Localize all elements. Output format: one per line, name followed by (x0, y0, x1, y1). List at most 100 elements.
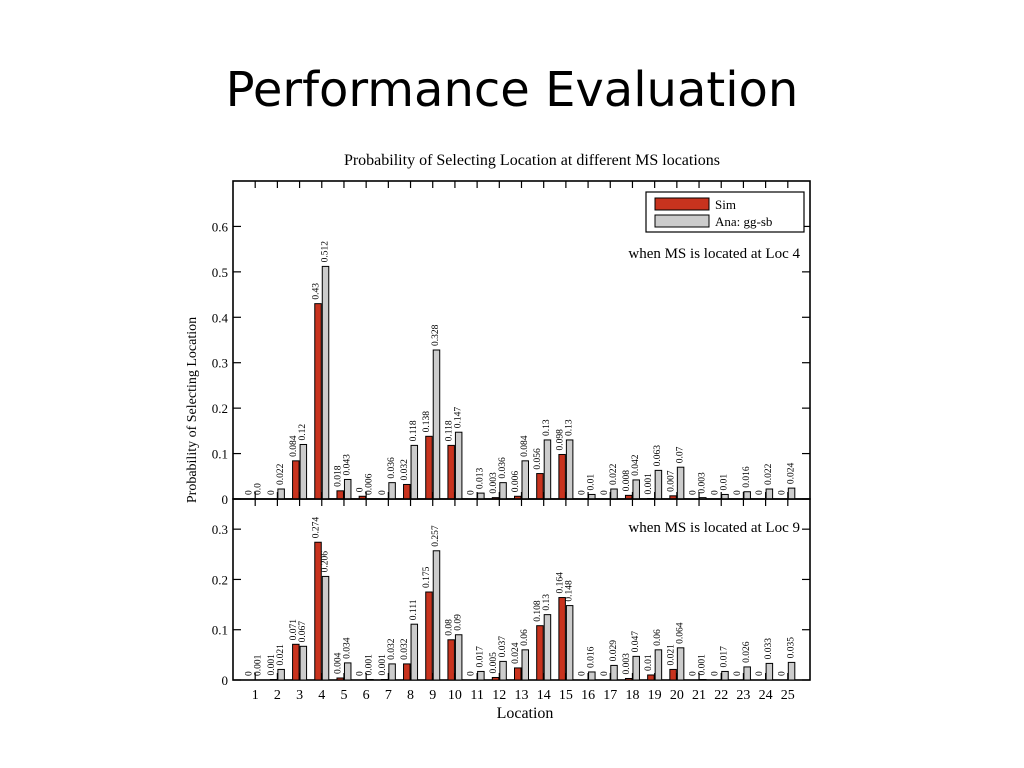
bar-ana (610, 488, 618, 500)
data-label-sim: 0.274 (311, 517, 321, 539)
y-axis-label: Probability of Selecting Location (185, 317, 200, 503)
data-label-sim: 0 (711, 490, 721, 495)
data-label-sim: 0.084 (289, 435, 299, 457)
bar-ana (499, 660, 507, 681)
y-tick-label: 0.6 (212, 219, 229, 234)
data-label-ana: 0.01 (720, 474, 730, 491)
bar-ana (721, 670, 729, 681)
bar-ana (743, 666, 751, 681)
data-label-sim: 0.071 (289, 619, 299, 641)
data-label-ana: 0.063 (653, 445, 663, 467)
data-label-sim: 0.008 (622, 470, 632, 492)
data-label-ana: 0.06 (653, 629, 663, 646)
data-label-sim: 0.175 (422, 566, 432, 588)
bar-sim (536, 625, 544, 681)
data-label-sim: 0.006 (511, 471, 521, 493)
data-label-ana: 0.328 (431, 324, 441, 346)
bar-ana (543, 614, 552, 681)
data-label-ana: 0.13 (542, 419, 552, 436)
data-label-sim: 0.018 (333, 465, 343, 487)
bar-sim (514, 667, 522, 681)
bar-ana (499, 482, 507, 500)
data-label-ana: 0.036 (498, 457, 508, 479)
bar-sim (425, 591, 433, 681)
data-label-ana: 0.0 (254, 483, 264, 495)
legend-label-ana: Ana: gg-sb (715, 214, 772, 229)
bar-sim (558, 597, 566, 681)
bar-ana (543, 439, 552, 500)
chart-title: Probability of Selecting Location at dif… (344, 152, 720, 169)
bar-ana (610, 664, 618, 681)
x-tick-label: 11 (470, 688, 483, 703)
x-tick-label: 1 (252, 688, 259, 703)
legend-swatch-sim (654, 197, 710, 211)
bar-sim (425, 435, 433, 500)
data-label-ana: 0.037 (498, 636, 508, 658)
data-label-ana: 0.12 (298, 424, 308, 441)
data-label-ana: 0.017 (720, 646, 730, 668)
x-tick-label: 12 (492, 688, 506, 703)
slide-title: Performance Evaluation (225, 62, 799, 118)
y-tick-label: 0.1 (212, 447, 228, 462)
bar-ana (454, 431, 463, 500)
data-label-ana: 0.022 (764, 463, 774, 485)
data-label-ana: 0.003 (698, 472, 708, 494)
x-tick-label: 4 (318, 688, 325, 703)
bar-sim (292, 643, 300, 681)
data-label-sim: 0 (578, 671, 588, 676)
x-tick-label: 13 (515, 688, 529, 703)
bar-ana (787, 661, 796, 681)
bar-ana (388, 663, 396, 681)
data-label-ana: 0.206 (320, 551, 330, 573)
panel-annotation: when MS is located at Loc 9 (628, 520, 800, 536)
x-tick-label: 2 (274, 688, 281, 703)
data-label-sim: 0 (267, 490, 277, 495)
data-label-sim: 0.021 (666, 644, 676, 666)
data-label-ana: 0.01 (587, 474, 597, 491)
data-label-sim: 0 (777, 490, 787, 495)
data-label-ana: 0.016 (742, 466, 752, 488)
data-label-sim: 0.001 (378, 654, 388, 676)
y-tick-label: 0.3 (212, 522, 228, 537)
data-label-ana: 0.035 (786, 637, 796, 659)
bar-ana (521, 460, 529, 500)
x-tick-label: 7 (385, 688, 392, 703)
bar-ana (432, 550, 441, 681)
x-tick-label: 8 (407, 688, 414, 703)
data-label-sim: 0 (733, 671, 743, 676)
x-tick-label: 22 (714, 688, 728, 703)
x-tick-label: 6 (363, 688, 370, 703)
bar-ana (410, 623, 419, 681)
bar-sim (336, 677, 344, 681)
data-label-sim: 0 (356, 671, 366, 676)
x-tick-label: 14 (537, 688, 551, 703)
data-label-sim: 0 (689, 671, 699, 676)
data-label-ana: 0.064 (675, 622, 685, 644)
data-label-ana: 0.001 (254, 654, 264, 676)
data-label-sim: 0 (733, 490, 743, 495)
bar-ana (654, 649, 663, 681)
bar-sim (380, 678, 389, 681)
bar-sim (447, 639, 455, 681)
bar-sim (647, 674, 655, 681)
data-label-ana: 0.512 (320, 241, 330, 263)
data-label-sim: 0.032 (400, 459, 410, 481)
data-label-sim: 0.01 (644, 654, 654, 671)
bar-ana (477, 492, 485, 500)
data-label-ana: 0.021 (276, 644, 286, 666)
y-tick-label: 0.2 (212, 401, 228, 416)
data-label-sim: 0 (356, 487, 366, 492)
bar-ana (343, 478, 352, 500)
data-label-ana: 0.016 (587, 646, 597, 668)
bar-sim (314, 303, 322, 500)
bar-ana (277, 488, 285, 500)
data-label-sim: 0.003 (489, 472, 499, 494)
bar-ana (632, 479, 640, 500)
data-label-ana: 0.022 (609, 463, 619, 485)
legend-label-sim: Sim (715, 197, 736, 212)
data-label-sim: 0.032 (400, 638, 410, 660)
data-label-sim: 0 (578, 490, 588, 495)
data-label-sim: 0.108 (533, 600, 543, 622)
data-label-ana: 0.001 (698, 654, 708, 676)
